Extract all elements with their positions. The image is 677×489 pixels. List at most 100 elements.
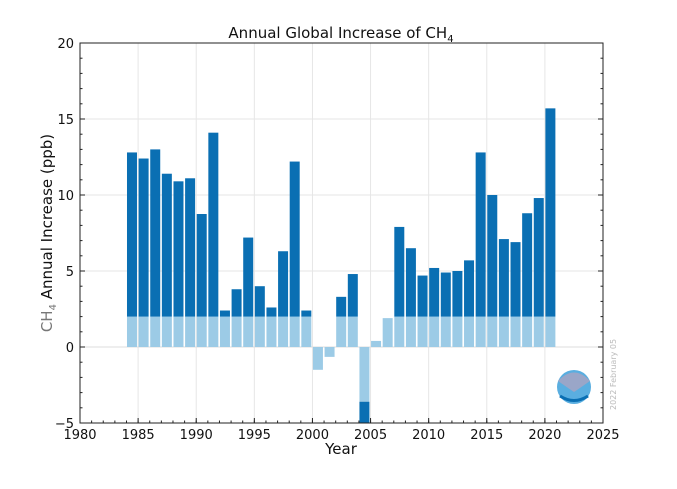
bar-dark-segment	[185, 178, 196, 317]
bar-light-segment	[417, 316, 428, 347]
y-tick-label: 10	[57, 189, 74, 204]
bar	[487, 195, 498, 347]
y-tick-label: −5	[55, 417, 74, 432]
bar-light-segment	[545, 316, 556, 347]
x-tick-label: 1995	[238, 428, 271, 443]
bar-light-segment	[452, 316, 463, 347]
bar-dark-segment	[208, 132, 219, 317]
bar	[405, 248, 416, 347]
y-tick-label: 5	[66, 265, 74, 280]
bar-light-segment	[405, 316, 416, 347]
noaa-logo	[557, 370, 591, 404]
bar	[150, 149, 161, 347]
bar	[533, 198, 544, 347]
bar-dark-segment	[417, 275, 428, 317]
bar-dark-segment	[475, 152, 486, 317]
x-tick-label: 1990	[180, 428, 213, 443]
bar-dark-segment	[452, 271, 463, 317]
bar	[417, 275, 428, 347]
bar-light-segment	[161, 316, 172, 347]
bar-light-segment	[196, 316, 207, 347]
bar-light-segment	[324, 347, 335, 357]
bar-light-segment	[429, 316, 440, 347]
date-stamp: 2022 February 05	[609, 339, 618, 410]
bar-dark-segment	[173, 181, 184, 317]
bar	[243, 237, 254, 347]
bar-dark-segment	[126, 152, 137, 317]
bar-dark-segment	[219, 310, 230, 317]
y-axis-label: CH4 Annual Increase (ppb)	[38, 134, 59, 332]
bar	[498, 239, 509, 347]
bar-dark-segment	[510, 242, 521, 317]
bar-light-segment	[289, 316, 300, 347]
bar-dark-segment	[266, 307, 277, 317]
bar-dark-segment	[440, 272, 451, 317]
bar	[452, 271, 463, 347]
bar	[185, 178, 196, 347]
bar	[510, 242, 521, 347]
x-tick-label: 1980	[63, 428, 96, 443]
bar-light-segment	[498, 316, 509, 347]
bar	[312, 347, 323, 370]
x-tick-label: 2025	[586, 428, 619, 443]
bar-light-segment	[522, 316, 533, 347]
bar	[289, 161, 300, 347]
bar-dark-segment	[359, 401, 370, 423]
bar-light-segment	[347, 316, 358, 347]
bar-light-segment	[278, 316, 289, 347]
bar	[208, 132, 219, 347]
bar	[394, 226, 405, 347]
bar-light-segment	[208, 316, 219, 347]
bar	[382, 318, 393, 347]
bar	[324, 347, 335, 357]
y-tick-label: 20	[57, 37, 74, 52]
bar	[440, 272, 451, 347]
bar-light-segment	[126, 316, 137, 347]
bar-dark-segment	[545, 108, 556, 317]
bar-light-segment	[266, 316, 277, 347]
x-tick-label: 1985	[122, 428, 155, 443]
bar-dark-segment	[301, 310, 312, 317]
bar-light-segment	[359, 347, 370, 402]
bar-dark-segment	[405, 248, 416, 317]
bar-light-segment	[173, 316, 184, 347]
bar-dark-segment	[498, 239, 509, 317]
y-tick-label: 15	[57, 113, 74, 128]
bar-dark-segment	[150, 149, 161, 317]
bar	[522, 213, 533, 347]
bar	[254, 286, 265, 347]
bar-dark-segment	[464, 260, 475, 317]
bar-light-segment	[312, 347, 323, 370]
bar	[464, 260, 475, 347]
bar-dark-segment	[243, 237, 254, 317]
bar	[231, 289, 242, 347]
bar	[336, 296, 347, 347]
bar	[359, 347, 370, 423]
bar-light-segment	[475, 316, 486, 347]
bar-light-segment	[138, 316, 149, 347]
bar-dark-segment	[254, 286, 265, 317]
bar	[429, 267, 440, 347]
bar-light-segment	[231, 316, 242, 347]
bar	[173, 181, 184, 347]
bar	[301, 310, 312, 347]
chart-title: Annual Global Increase of CH4	[228, 24, 453, 45]
bar-light-segment	[219, 316, 230, 347]
bar-dark-segment	[336, 296, 347, 317]
x-tick-label: 2005	[354, 428, 387, 443]
y-tick-label: 0	[66, 341, 74, 356]
bar	[475, 152, 486, 347]
bar-light-segment	[510, 316, 521, 347]
bar-dark-segment	[394, 226, 405, 317]
bar-dark-segment	[522, 213, 533, 317]
bar-light-segment	[394, 316, 405, 347]
bar-light-segment	[464, 316, 475, 347]
x-tick-label: 2000	[296, 428, 329, 443]
bar	[266, 307, 277, 347]
bar-light-segment	[533, 316, 544, 347]
bar	[161, 173, 172, 347]
bar-light-segment	[487, 316, 498, 347]
bar-light-segment	[440, 316, 451, 347]
bar-dark-segment	[429, 267, 440, 317]
bar	[278, 251, 289, 347]
